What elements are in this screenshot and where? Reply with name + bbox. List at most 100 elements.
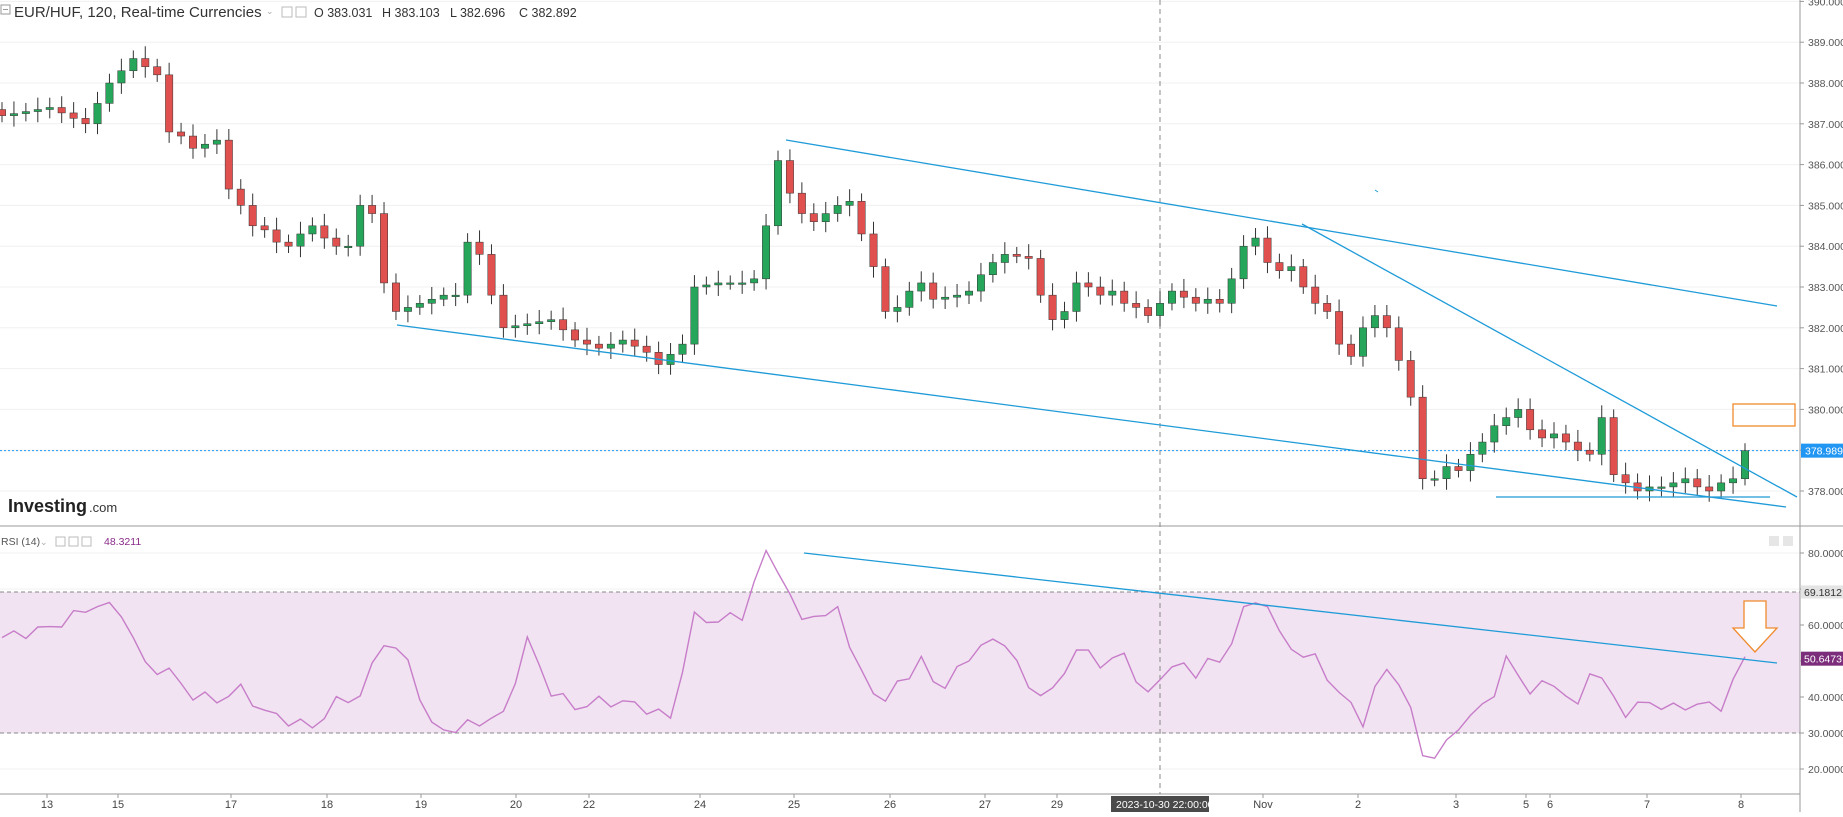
candle (1251, 228, 1260, 256)
time-tick-label: 27 (979, 799, 991, 811)
rsi-hide-icon[interactable] (68, 536, 79, 547)
candle (451, 283, 460, 307)
candle (762, 213, 771, 290)
candle (1335, 299, 1344, 355)
price-tick-label: 384.000 (1808, 241, 1843, 253)
time-tick-label: 19 (415, 799, 427, 811)
candle (1585, 442, 1594, 462)
hide-icon[interactable] (295, 6, 307, 18)
time-tick-label: 24 (694, 799, 706, 811)
price-tick-label: 380.000 (1808, 404, 1843, 416)
rsi-tick-label: 20.0000 (1808, 764, 1843, 776)
time-tick-label: 29 (1051, 799, 1063, 811)
rsi-last-value: 50.6473 (1804, 654, 1842, 666)
candle (1394, 316, 1403, 371)
candle (1311, 274, 1320, 315)
candle (1084, 272, 1093, 297)
candle (69, 102, 78, 129)
candle (630, 328, 639, 357)
candle (594, 335, 603, 356)
candle (1430, 470, 1439, 487)
candle (356, 194, 365, 256)
candle (809, 203, 818, 231)
candle (1657, 476, 1666, 497)
candle (1191, 288, 1200, 312)
rsi-trendline[interactable] (803, 552, 1778, 664)
channel-upper-trendline[interactable] (785, 139, 1778, 307)
candle (881, 258, 890, 319)
candle (559, 307, 568, 341)
candle (1024, 244, 1033, 270)
stray-mark (1374, 189, 1379, 193)
candle (571, 322, 579, 348)
rsi-tick-label: 80.0000 (1808, 548, 1843, 560)
candle (929, 272, 938, 309)
candle (1681, 467, 1690, 494)
dropdown-chevron-icon[interactable]: ⌄ (266, 6, 274, 16)
candle (1717, 474, 1726, 499)
settings-icon[interactable] (281, 6, 293, 18)
candle (1000, 242, 1009, 274)
candle (821, 201, 830, 233)
candle (1347, 334, 1355, 365)
down-arrow-icon[interactable] (1731, 600, 1779, 653)
candle (750, 270, 759, 291)
candle (1048, 283, 1057, 331)
pane-restore-icon[interactable] (1783, 536, 1793, 546)
candle (1502, 407, 1511, 435)
candle (296, 221, 305, 258)
candle (21, 102, 30, 122)
last-price-tag: 378.989 (1801, 443, 1843, 458)
wedge-upper-trendline[interactable] (1301, 223, 1798, 498)
candle (81, 107, 90, 134)
pane-maximize-icon[interactable] (1769, 536, 1779, 546)
rsi-dropdown-icon[interactable]: ⌄ (40, 537, 48, 547)
candle (1442, 454, 1451, 490)
candle (583, 327, 591, 356)
candle (248, 193, 257, 237)
candle (1215, 289, 1224, 313)
price-tick-label: 389.000 (1808, 37, 1843, 49)
rsi-settings-icon[interactable] (55, 536, 66, 547)
candle (1275, 253, 1284, 279)
candle (9, 101, 18, 127)
candle (272, 217, 281, 254)
candle (690, 275, 699, 355)
rsi-band-tag: 69.1812 (1801, 585, 1843, 599)
candle (905, 281, 914, 316)
candle (0, 102, 6, 123)
candle (320, 213, 329, 249)
time-tick-label: 13 (41, 799, 53, 811)
collapse-icon[interactable] (0, 4, 11, 15)
candle (33, 97, 42, 123)
crosshair-time-label: 2023-10-30 22:00:00 (1116, 799, 1214, 811)
rsi-close-icon[interactable] (81, 536, 92, 547)
chart-header: EUR/HUF, 120, Real-time Currencies ⌄ O 3… (0, 4, 577, 21)
time-tick-label: 20 (510, 799, 522, 811)
candle (201, 133, 209, 158)
candle (523, 313, 532, 335)
time-tick-label: 15 (112, 799, 124, 811)
candle (976, 262, 985, 302)
candle (953, 283, 962, 308)
candle (1561, 424, 1570, 451)
candle (774, 150, 782, 235)
candle (833, 196, 842, 222)
price-tick-label: 390.000 (1808, 0, 1843, 8)
candle (535, 309, 544, 335)
candle (547, 310, 556, 330)
candle (1454, 458, 1463, 478)
candle (893, 295, 902, 323)
candle (1096, 276, 1105, 305)
candle (45, 97, 54, 119)
candle (1203, 287, 1212, 314)
candle (1168, 283, 1176, 311)
candle (988, 253, 997, 283)
candle (1359, 316, 1367, 367)
target-box[interactable] (1732, 403, 1796, 427)
channel-lower-trendline[interactable] (396, 324, 1787, 508)
candle (1693, 469, 1702, 496)
candle (212, 129, 221, 155)
candle (511, 314, 520, 338)
